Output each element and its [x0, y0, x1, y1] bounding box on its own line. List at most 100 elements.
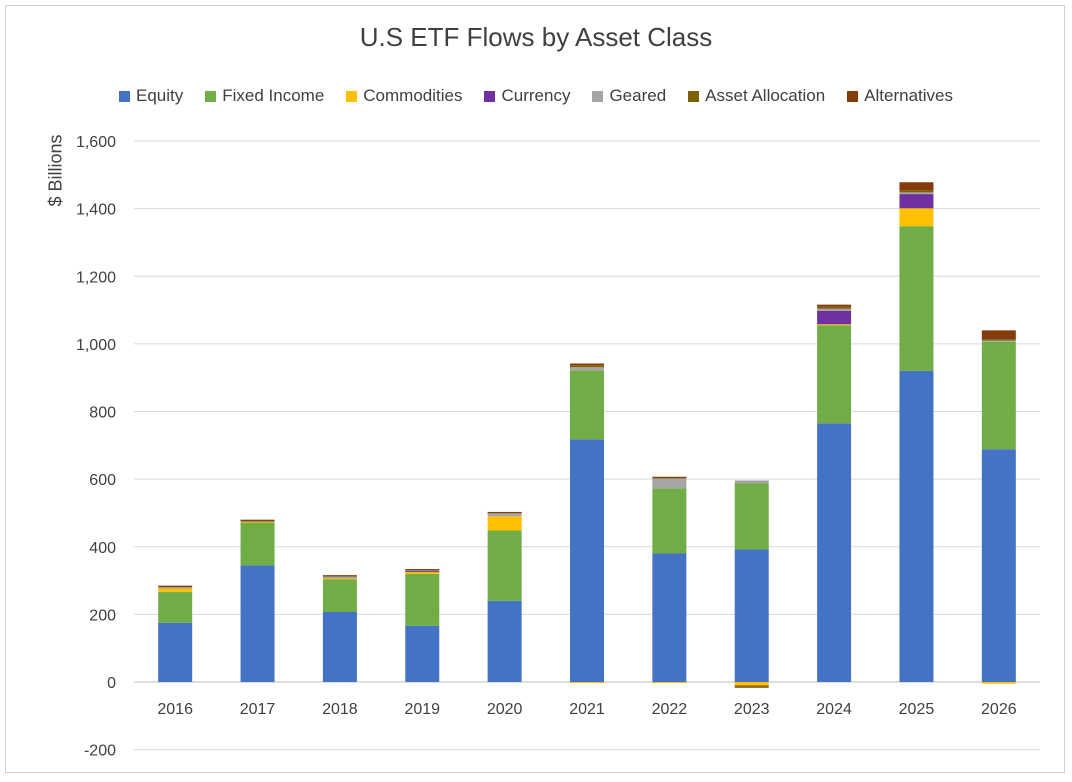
bar-segment-geared-2020: [487, 512, 522, 517]
y-tick-label: 1,000: [76, 337, 116, 354]
legend-label: Currency: [501, 86, 571, 105]
bar-segment-currency-2025: [899, 194, 934, 209]
bar-segment-currency-2024: [817, 310, 852, 325]
legend-label: Asset Allocation: [705, 86, 826, 105]
bar-segment-alternatives-2024: [817, 304, 852, 307]
legend-item: Currency: [484, 86, 570, 106]
bar-segment-equity-2018: [322, 612, 357, 682]
bar-segment-commodities-2016: [158, 588, 193, 593]
x-tick-label: 2022: [652, 701, 688, 718]
bar-segment-alternatives-2022: [652, 476, 687, 478]
bar-segment-fixed-income-2020: [487, 530, 522, 601]
bar-segment-fixed-income-2017: [240, 522, 275, 566]
bar-segment-equity-2022: [652, 553, 687, 682]
legend-item: Fixed Income: [205, 86, 324, 106]
bar-segment-geared-2026: [981, 340, 1016, 342]
bar-segment-equity-2026: [981, 449, 1016, 682]
bar-segment-geared-2023: [734, 480, 769, 484]
bar-segment-fixed-income-2022: [652, 488, 687, 554]
legend-swatch: [688, 90, 700, 102]
bar-segment-currency-2019: [405, 571, 440, 573]
chart-title: U.S ETF Flows by Asset Class: [359, 22, 713, 52]
bar-segment-commodities-2020: [487, 516, 522, 531]
bar-segment-equity-2025: [899, 370, 934, 682]
legend-swatch: [205, 90, 217, 102]
bar-segment-equity-2021: [570, 439, 604, 682]
x-tick-label: 2021: [569, 701, 605, 718]
bar-segment-asset-allocation-2023: [734, 685, 769, 687]
bar-segment-equity-2023: [734, 549, 769, 682]
legend-swatch: [484, 90, 496, 102]
bar-segment-asset-allocation-2024: [817, 306, 852, 309]
bar-segment-alternatives-2019: [405, 569, 440, 571]
bar-segment-commodities-2023: [734, 682, 769, 686]
bar-segment-geared-2016: [158, 587, 193, 589]
bar-segment-alternatives-2021: [570, 363, 604, 366]
y-tick-label: 1,200: [76, 269, 116, 286]
legend-swatch: [346, 90, 358, 102]
x-tick-label: 2024: [816, 701, 852, 718]
bar-segment-fixed-income-2026: [981, 341, 1016, 450]
bar-segment-geared-2021: [570, 367, 604, 371]
bar-segment-fixed-income-2021: [570, 370, 604, 440]
legend-label: Fixed Income: [222, 86, 325, 105]
bar-segment-fixed-income-2016: [158, 592, 193, 623]
bar-segment-geared-2019: [405, 570, 440, 572]
bar-segment-equity-2017: [240, 565, 275, 682]
bar-segment-commodities-2019: [405, 571, 440, 574]
legend-item: Asset Allocation: [688, 86, 825, 106]
bar-segment-commodities-2017: [240, 521, 275, 523]
bar-segment-asset-allocation-2026: [981, 339, 1016, 341]
legend-item: Alternatives: [847, 86, 953, 106]
x-tick-label: 2018: [322, 701, 358, 718]
y-tick-label: 1,600: [76, 134, 116, 151]
bar-segment-equity-2019: [405, 625, 440, 682]
bar-segment-commodities-2022: [652, 682, 687, 683]
bar-segment-commodities-2024: [817, 324, 852, 326]
legend-item: Commodities: [346, 86, 462, 106]
bar-segment-fixed-income-2019: [405, 573, 440, 626]
legend-item: Equity: [118, 86, 183, 106]
bar-segment-alternatives-2025: [899, 182, 934, 191]
bar-segment-alternatives-2018: [322, 575, 357, 577]
y-tick-label: -200: [84, 743, 116, 760]
bar-segment-alternatives-2023: [734, 686, 769, 688]
y-tick-label: 600: [89, 472, 116, 489]
bar-segment-fixed-income-2025: [899, 226, 934, 371]
bar-segment-asset-allocation-2016: [158, 586, 193, 588]
bar-segment-asset-allocation-2021: [570, 365, 604, 368]
bar-segment-asset-allocation-2017: [240, 520, 275, 522]
y-tick-label: 200: [89, 607, 116, 624]
bar-segment-geared-2018: [322, 576, 357, 579]
bar-segment-geared-2024: [817, 308, 852, 311]
bar-segment-geared-2022: [652, 478, 687, 489]
y-tick-label: 0: [107, 675, 116, 692]
y-tick-label: 1,400: [76, 202, 116, 219]
x-tick-label: 2023: [734, 701, 770, 718]
bar-segment-equity-2016: [158, 622, 193, 682]
bar-segment-alternatives-2017: [240, 519, 275, 521]
bar-segment-alternatives-2026: [981, 330, 1016, 340]
bar-segment-fixed-income-2018: [322, 579, 357, 613]
bar-segment-geared-2017: [240, 521, 275, 523]
bar-segment-equity-2024: [817, 423, 852, 682]
bar-segment-alternatives-2016: [158, 585, 193, 587]
bar-segment-commodities-2018: [322, 578, 357, 580]
bar-segment-commodities-2021: [570, 682, 604, 683]
x-tick-label: 2017: [240, 701, 276, 718]
bar-segment-alternatives-2020: [487, 511, 522, 513]
bar-segment-fixed-income-2023: [734, 483, 769, 550]
x-tick-label: 2020: [487, 701, 523, 718]
x-tick-label: 2016: [157, 701, 193, 718]
legend-label: Alternatives: [864, 86, 953, 105]
bar-segment-commodities-2025: [899, 208, 934, 227]
bar-segment-asset-allocation-2022: [652, 477, 687, 479]
bar-segment-fixed-income-2024: [817, 325, 852, 424]
y-tick-label: 800: [89, 405, 116, 422]
bar-segment-asset-allocation-2025: [899, 190, 934, 193]
legend-label: Commodities: [363, 86, 463, 105]
legend-swatch: [592, 90, 604, 102]
x-tick-label: 2025: [899, 701, 935, 718]
bar-segment-geared-2025: [899, 192, 934, 195]
